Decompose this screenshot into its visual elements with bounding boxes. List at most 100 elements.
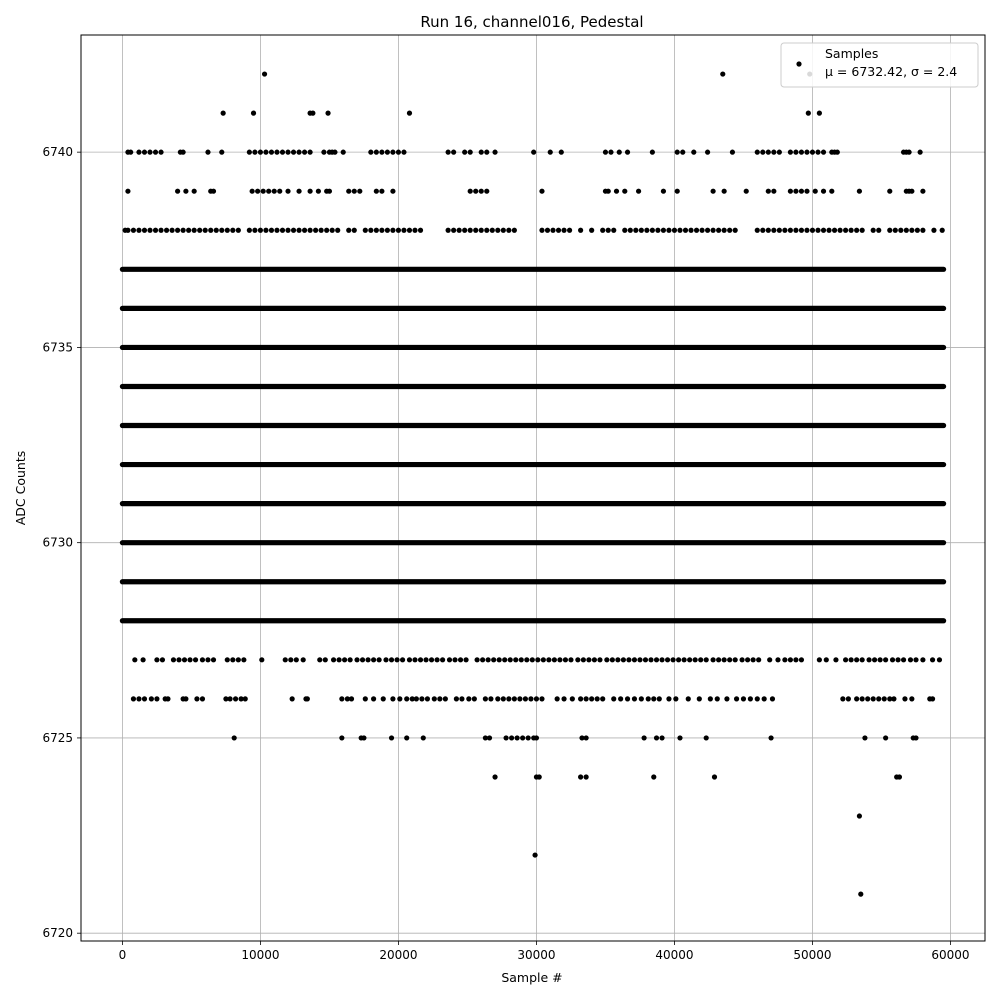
sample-point bbox=[445, 149, 451, 155]
sample-point bbox=[597, 657, 603, 663]
sample-point bbox=[330, 657, 337, 663]
sample-point bbox=[279, 149, 286, 155]
sample-point bbox=[183, 188, 189, 194]
sample-point bbox=[379, 227, 385, 233]
sample-point bbox=[729, 149, 736, 155]
sample-point bbox=[373, 149, 379, 155]
sample-point bbox=[136, 149, 142, 155]
sample-point bbox=[524, 657, 530, 663]
sample-point bbox=[525, 735, 531, 741]
sample-point bbox=[205, 149, 211, 155]
legend: Samples μ = 6732.42, σ = 2.4 bbox=[780, 42, 979, 88]
sample-point bbox=[484, 149, 490, 155]
sample-point bbox=[691, 149, 697, 155]
sample-point bbox=[631, 657, 638, 663]
sample-point bbox=[615, 657, 621, 663]
sample-point bbox=[586, 657, 592, 663]
sample-point bbox=[368, 149, 374, 155]
sample-point bbox=[223, 696, 229, 702]
sample-point bbox=[664, 657, 671, 663]
sample-point bbox=[812, 188, 818, 194]
sample-point bbox=[399, 657, 406, 663]
sample-point bbox=[651, 696, 657, 702]
sample-point bbox=[624, 696, 631, 702]
sample-point bbox=[583, 735, 589, 741]
x-tick-label: 60000 bbox=[931, 948, 969, 962]
sample-point bbox=[354, 657, 360, 663]
sample-point bbox=[578, 774, 584, 780]
sample-point bbox=[856, 813, 863, 819]
sample-point bbox=[274, 149, 280, 155]
sample-point bbox=[423, 657, 429, 663]
sample-point bbox=[671, 227, 678, 233]
sample-point bbox=[346, 227, 352, 233]
x-axis-ticks: 0 10000 20000 30000 40000 50000 60000 bbox=[119, 941, 970, 962]
sample-point bbox=[152, 149, 159, 155]
legend-label: Samples bbox=[825, 46, 878, 61]
sample-point bbox=[554, 696, 560, 702]
sample-point bbox=[887, 188, 893, 194]
sample-point bbox=[692, 657, 698, 663]
sample-point bbox=[482, 735, 488, 741]
sample-point bbox=[332, 149, 338, 155]
sample-point bbox=[219, 149, 225, 155]
sample-point bbox=[604, 657, 610, 663]
sample-point bbox=[798, 657, 805, 663]
sample-point bbox=[896, 774, 903, 780]
sample-point bbox=[843, 227, 849, 233]
sample-point bbox=[513, 657, 519, 663]
sample-point bbox=[480, 657, 486, 663]
y-axis-label: ADC Counts bbox=[13, 451, 28, 526]
sample-point bbox=[768, 735, 774, 741]
sample-point bbox=[566, 227, 573, 233]
sample-point bbox=[716, 227, 722, 233]
sample-point bbox=[379, 188, 385, 194]
sample-point bbox=[555, 227, 562, 233]
sample-point bbox=[531, 149, 537, 155]
sample-point bbox=[703, 735, 709, 741]
sample-point bbox=[724, 696, 730, 702]
sample-point bbox=[390, 149, 396, 155]
sample-point bbox=[674, 188, 680, 194]
sample-point bbox=[459, 696, 465, 702]
sample-point bbox=[176, 657, 182, 663]
sample-point bbox=[478, 188, 484, 194]
sample-point bbox=[466, 696, 472, 702]
legend-stats: μ = 6732.42, σ = 2.4 bbox=[825, 64, 957, 79]
sample-point bbox=[451, 149, 457, 155]
sample-point bbox=[462, 149, 468, 155]
sample-point bbox=[136, 696, 142, 702]
sample-point bbox=[804, 149, 810, 155]
sample-point bbox=[659, 735, 665, 741]
sample-point bbox=[506, 227, 512, 233]
sample-point bbox=[871, 657, 878, 663]
sample-point bbox=[820, 227, 827, 233]
sample-point bbox=[638, 227, 644, 233]
sample-point bbox=[745, 657, 751, 663]
sample-point bbox=[578, 227, 584, 233]
sample-point bbox=[721, 227, 727, 233]
sample-point bbox=[231, 735, 237, 741]
sample-point bbox=[568, 657, 574, 663]
y-tick-label: 6725 bbox=[42, 731, 73, 745]
sample-point bbox=[180, 227, 186, 233]
sample-point bbox=[693, 227, 700, 233]
sample-point bbox=[326, 188, 333, 194]
sample-point bbox=[496, 657, 502, 663]
y-tick-label: 6735 bbox=[42, 340, 73, 354]
sample-point bbox=[285, 188, 291, 194]
sample-point bbox=[213, 227, 219, 233]
sample-point bbox=[645, 696, 651, 702]
sample-point bbox=[148, 696, 154, 702]
sample-point bbox=[602, 149, 609, 155]
sample-point bbox=[539, 696, 545, 702]
sample-point bbox=[202, 227, 208, 233]
sample-point bbox=[141, 696, 148, 702]
sample-point bbox=[829, 188, 835, 194]
x-tick-label: 30000 bbox=[517, 948, 555, 962]
sample-point bbox=[370, 657, 377, 663]
sample-point bbox=[754, 227, 760, 233]
sample-point bbox=[624, 149, 631, 155]
sample-point bbox=[404, 735, 410, 741]
sample-point bbox=[511, 227, 517, 233]
